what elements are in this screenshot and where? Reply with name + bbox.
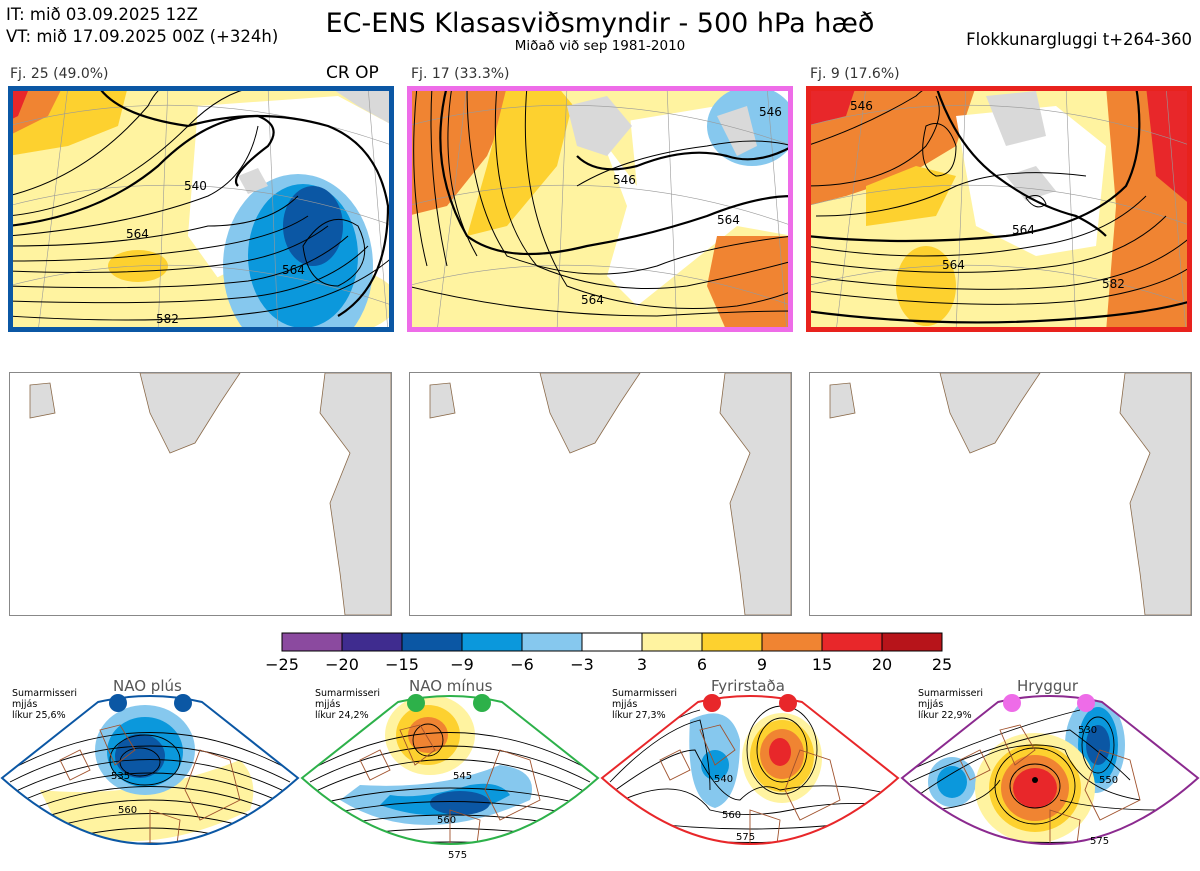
colorbar-tick-label: −6 [510, 655, 534, 674]
regime-3-contour-b: 560 [722, 810, 741, 821]
page-title: EC-ENS Klasasviðsmyndir - 500 hPa hæð [325, 8, 875, 39]
cluster-1-map: 540 564 564 582 [8, 86, 394, 332]
cluster-1-frame [8, 86, 394, 332]
regime-2-dot-left [407, 694, 425, 712]
regime-1-dot-right [174, 694, 192, 712]
cluster-2-contour-a: 546 [613, 173, 636, 187]
regime-4-contour-c: 575 [1090, 836, 1109, 847]
regime-3-contour-c: 575 [736, 832, 755, 843]
regime-1-dot-left [109, 694, 127, 712]
colorbar-tick-label: 25 [931, 655, 953, 674]
colorbar-tick-label: 15 [811, 655, 833, 674]
colorbar-cell [341, 632, 403, 652]
init-time: IT: mið 03.09.2025 12Z [6, 5, 198, 24]
regime-4-stats: Sumarmisseri mjjás líkur 22,9% [918, 688, 983, 721]
empty-map-2 [409, 372, 792, 616]
cluster-1-label: Fj. 25 (49.0%) [10, 66, 109, 82]
regime-3-stat-line: Sumarmisseri [612, 688, 678, 699]
regime-4-stat-line: líkur 22,9% [918, 710, 972, 721]
regime-3-dot-left [703, 694, 721, 712]
regime-4-stat-line: Sumarmisseri [918, 688, 984, 699]
empty-map-1 [9, 372, 392, 616]
regime-3-map: 540 560 575 [600, 694, 900, 845]
regime-4-map: 530 550 575 [900, 694, 1200, 847]
regime-4-title: Hryggur [1017, 677, 1079, 695]
cluster-2-contour-b: 546 [759, 105, 782, 119]
cluster-2-contour-c: 564 [717, 213, 740, 227]
empty-map-3 [809, 372, 1192, 616]
colorbar-cell [761, 632, 823, 652]
cluster-1-contour-a: 540 [184, 179, 207, 193]
regime-2-title: NAO mínus [409, 677, 493, 695]
colorbar-cell [821, 632, 883, 652]
cluster-3-contour-d: 564 [1012, 223, 1035, 237]
classification-window: Flokkunargluggi t+264-360 [966, 30, 1192, 49]
run-info: IT: mið 03.09.2025 12Z VT: mið 17.09.202… [6, 4, 278, 48]
regime-3-contour-a: 540 [714, 774, 733, 785]
regime-4-contour-a: 530 [1078, 725, 1097, 736]
regime-2-contour-c: 575 [448, 850, 467, 861]
regime-2-stat-line: Sumarmisseri [315, 688, 381, 699]
regime-4-stat-line: mjjás [918, 699, 944, 710]
colorbar-cell [881, 632, 943, 652]
cluster-2-label: Fj. 17 (33.3%) [411, 66, 510, 82]
colorbar-cell [581, 632, 643, 652]
valid-time: VT: mið 17.09.2025 00Z (+324h) [6, 27, 279, 46]
regime-1-contour-b: 560 [118, 805, 137, 816]
regime-2-contour-a: 545 [453, 771, 472, 782]
regime-1-stat-line: mjjás [12, 699, 38, 710]
regime-3-title: Fyrirstaða [711, 677, 785, 695]
regime-2-contour-b: 560 [437, 815, 456, 826]
colorbar-tick-label: 6 [696, 655, 708, 674]
regime-3-stat-line: mjjás [612, 699, 638, 710]
regime-2-stat-line: mjjás [315, 699, 341, 710]
regime-3-stat-line: líkur 27,3% [612, 710, 666, 721]
cr-op-label: CR OP [326, 63, 379, 83]
regime-2-dot-right [473, 694, 491, 712]
cluster-2-contour-d: 564 [581, 293, 604, 307]
cluster-2-map: 546 546 564 564 [407, 86, 793, 332]
colorbar-tick-label: −9 [450, 655, 474, 674]
colorbar-cell [281, 632, 343, 652]
regime-4-dot-left [1003, 694, 1021, 712]
colorbar-tick-label: 9 [756, 655, 768, 674]
regime-2-stats: Sumarmisseri mjjás líkur 24,2% [315, 688, 380, 721]
colorbar-tick-label: −20 [325, 655, 359, 674]
regime-2-map: 545 560 575 [300, 694, 600, 861]
colorbar-cell [401, 632, 463, 652]
page-subtitle: Miðað við sep 1981-2010 [514, 38, 686, 54]
cluster-1-contour-c: 564 [282, 263, 305, 277]
colorbar [281, 632, 943, 652]
colorbar-cell [521, 632, 583, 652]
regime-3-stats: Sumarmisseri mjjás líkur 27,3% [612, 688, 677, 721]
cluster-1-contour-d: 582 [156, 312, 179, 326]
regime-1-stat-line: líkur 25,6% [12, 710, 66, 721]
cluster-1-contour-b: 564 [126, 227, 149, 241]
cluster-3-label: Fj. 9 (17.6%) [810, 66, 900, 82]
regime-1-contour-a: 535 [111, 771, 130, 782]
colorbar-tick-label: 20 [871, 655, 893, 674]
regime-1-map: 535 560 [0, 694, 300, 845]
regime-1-stat-line: Sumarmisseri [12, 688, 78, 699]
colorbar-cell [701, 632, 763, 652]
regime-1-title: NAO plús [113, 677, 182, 695]
colorbar-tick-label: −25 [265, 655, 299, 674]
cluster-3-contour-a: 546 [850, 99, 873, 113]
colorbar-cell [461, 632, 523, 652]
regime-4-contour-b: 550 [1099, 775, 1118, 786]
regime-2-stat-line: líkur 24,2% [315, 710, 369, 721]
colorbar-tick-label: −3 [570, 655, 594, 674]
cluster-3-map: 546 564 582 564 [806, 86, 1192, 332]
colorbar-tick-label: −15 [385, 655, 419, 674]
cluster-3-contour-b: 564 [942, 258, 965, 272]
regime-3-dot-right [779, 694, 797, 712]
colorbar-tick-label: 3 [636, 655, 648, 674]
cluster-3-frame [806, 86, 1192, 332]
regime-4-dot-right [1077, 694, 1095, 712]
cluster-3-contour-c: 582 [1102, 277, 1125, 291]
regime-1-stats: Sumarmisseri mjjás líkur 25,6% [12, 688, 77, 721]
colorbar-cell [641, 632, 703, 652]
cluster-2-frame [407, 86, 793, 332]
